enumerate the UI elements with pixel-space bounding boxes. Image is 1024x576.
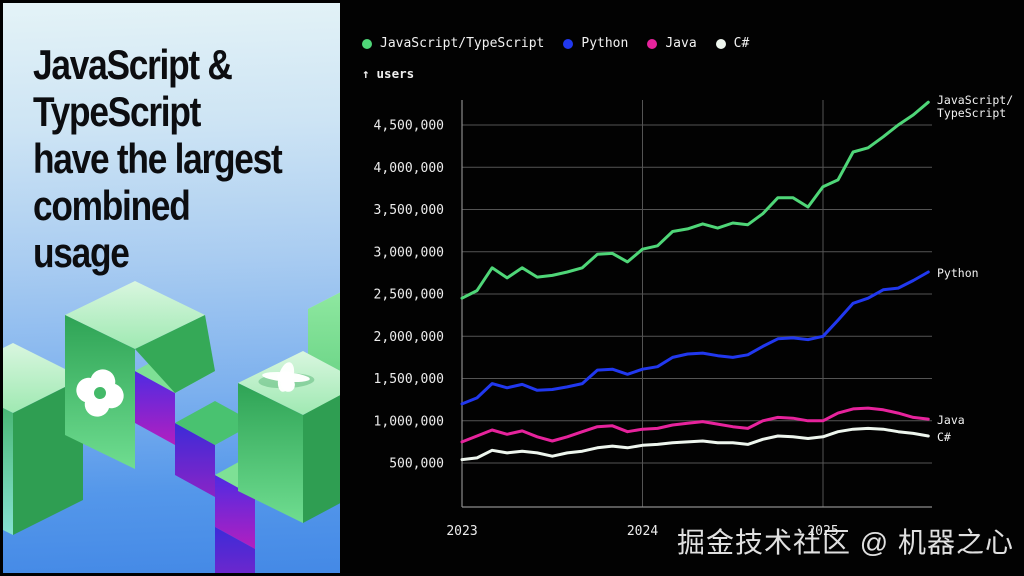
y-tick-label: 1,000,000 <box>374 414 444 429</box>
headline-line: usage <box>33 229 130 276</box>
y-tick-label: 1,500,000 <box>374 372 444 387</box>
ribbon-step-top <box>175 401 255 445</box>
series-end-label: TypeScript <box>937 106 1006 120</box>
y-axis-title: ↑ users <box>362 66 414 81</box>
legend-dot-icon <box>563 38 574 49</box>
x-tick-label: 2023 <box>446 524 477 539</box>
series-end-label: Java <box>937 413 965 427</box>
ribbon-cube-side <box>303 395 340 523</box>
legend-item: JavaScript/TypeScript <box>362 36 544 51</box>
chart-svg: 4,500,000 4,000,000 3,500,000 3,000,000 2,50… <box>374 93 1014 539</box>
y-tick-label: 500,000 <box>389 457 444 472</box>
legend-label: C# <box>733 36 750 51</box>
series-line-java <box>460 406 930 444</box>
ribbon-cube-side <box>135 315 215 393</box>
y-tick-label: 3,500,000 <box>374 203 444 218</box>
chart-panel: 4,500,000 4,000,000 3,500,000 3,000,000 2,50… <box>340 0 1024 576</box>
isometric-ribbon-graphic <box>3 281 340 573</box>
legend-item: Java <box>647 36 697 51</box>
series-line-c- <box>460 426 930 462</box>
ribbon-shadow <box>175 423 215 497</box>
ribbon-cube-front <box>3 408 13 535</box>
legend-dot-icon <box>647 38 658 49</box>
x-tick-label: 2024 <box>627 524 658 539</box>
headline-line: JavaScript & <box>33 41 233 88</box>
headline-line: TypeScript <box>33 88 201 135</box>
flower-icon <box>76 369 124 417</box>
ribbon-shadow <box>135 371 175 445</box>
watermark: 掘金技术社区 @ 机器之心 <box>677 527 1014 558</box>
ribbon-cube-front <box>238 383 303 523</box>
x-tick-label: 2025 <box>807 524 838 539</box>
legend-item: C# <box>715 36 750 51</box>
legend-label: JavaScript/TypeScript <box>380 36 545 51</box>
series-line-javascript-typescript <box>460 100 930 300</box>
legend: JavaScript/TypeScript Python Java C# <box>362 36 749 51</box>
ribbon-shadow <box>215 527 255 573</box>
ribbon-cube-top <box>3 343 83 413</box>
headline-line: have the largest <box>33 135 283 182</box>
promo-panel: JavaScript & TypeScript have the largest… <box>0 0 340 576</box>
legend-label: Java <box>665 36 697 51</box>
series-line-python <box>460 270 930 406</box>
y-tick-label: 4,500,000 <box>374 119 444 134</box>
y-axis-title-text: users <box>376 66 415 81</box>
series-end-label: JavaScript/ <box>937 93 1013 107</box>
y-tick-label: 2,000,000 <box>374 330 444 345</box>
legend-dot-icon <box>362 38 372 49</box>
headline: JavaScript & TypeScript have the largest… <box>33 41 283 276</box>
y-tick-label: 2,500,000 <box>374 288 444 303</box>
series-end-label: C# <box>937 430 951 444</box>
y-tick-label: 3,000,000 <box>374 245 444 260</box>
legend-label: Python <box>581 36 629 51</box>
up-arrow-icon: ↑ <box>362 66 370 81</box>
y-tick-label: 4,000,000 <box>374 161 444 176</box>
legend-dot-icon <box>715 38 726 49</box>
legend-item: Python <box>563 36 628 51</box>
headline-line: combined <box>33 182 191 229</box>
flower-icon <box>258 362 315 392</box>
series-end-label: Python <box>937 266 979 280</box>
